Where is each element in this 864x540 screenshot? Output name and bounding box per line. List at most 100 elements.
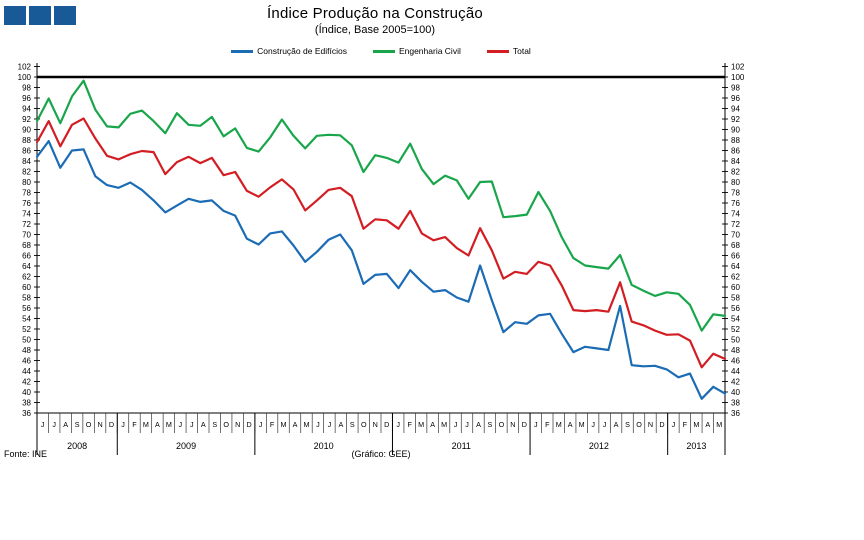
y-axis-label-left: 36 bbox=[22, 409, 31, 418]
x-axis-month-label: A bbox=[430, 420, 435, 429]
y-axis-label-right: 98 bbox=[731, 83, 740, 92]
y-axis-label-right: 42 bbox=[731, 377, 740, 386]
y-axis-label-right: 96 bbox=[731, 94, 740, 103]
x-axis-month-label: A bbox=[476, 420, 481, 429]
x-axis-month-label: J bbox=[454, 420, 458, 429]
x-axis-month-label: N bbox=[97, 420, 102, 429]
y-axis-label-right: 102 bbox=[731, 62, 745, 71]
legend-swatch bbox=[372, 49, 395, 53]
y-axis-label-left: 52 bbox=[22, 325, 31, 334]
legend-item-0: Construção de Edifícios bbox=[231, 46, 347, 56]
y-axis-label-left: 68 bbox=[22, 241, 31, 250]
y-axis-label-right: 56 bbox=[731, 304, 740, 313]
x-axis-month-label: F bbox=[683, 420, 688, 429]
y-axis-label-left: 88 bbox=[22, 136, 31, 145]
x-axis-year-label: 2009 bbox=[176, 441, 196, 451]
logo-square bbox=[54, 6, 76, 25]
y-axis-label-right: 100 bbox=[731, 73, 745, 82]
y-axis-label-right: 82 bbox=[731, 167, 740, 176]
x-axis-month-label: O bbox=[86, 420, 92, 429]
logo-square bbox=[29, 6, 51, 25]
y-axis-label-left: 70 bbox=[22, 230, 31, 239]
x-axis-year-label: 2008 bbox=[67, 441, 87, 451]
footer-source: Fonte: INE bbox=[4, 449, 48, 459]
y-axis-label-left: 102 bbox=[18, 62, 32, 71]
x-axis-month-label: J bbox=[52, 420, 56, 429]
x-axis-month-label: J bbox=[591, 420, 595, 429]
y-axis-label-right: 92 bbox=[731, 115, 740, 124]
logo bbox=[4, 6, 76, 25]
y-axis-label-left: 40 bbox=[22, 388, 31, 397]
y-axis-label-right: 66 bbox=[731, 251, 740, 260]
x-axis-month-label: M bbox=[143, 420, 149, 429]
x-axis-month-label: J bbox=[328, 420, 332, 429]
y-axis-label-right: 72 bbox=[731, 220, 740, 229]
x-axis-month-label: A bbox=[201, 420, 206, 429]
y-axis-label-right: 54 bbox=[731, 314, 740, 323]
y-axis-label-right: 40 bbox=[731, 388, 740, 397]
x-axis-month-label: F bbox=[545, 420, 550, 429]
x-axis-month-label: F bbox=[407, 420, 412, 429]
y-axis-label-right: 64 bbox=[731, 262, 740, 271]
y-axis-label-left: 96 bbox=[22, 94, 31, 103]
x-axis-year-label: 2011 bbox=[452, 441, 471, 451]
x-axis-month-label: D bbox=[659, 420, 664, 429]
y-axis-label-left: 94 bbox=[22, 104, 31, 113]
y-axis-label-left: 100 bbox=[18, 73, 32, 82]
x-axis-month-label: A bbox=[293, 420, 298, 429]
x-axis-month-label: J bbox=[179, 420, 183, 429]
y-axis-label-left: 90 bbox=[22, 125, 31, 134]
y-axis-label-left: 56 bbox=[22, 304, 31, 313]
y-axis-label-right: 50 bbox=[731, 335, 740, 344]
legend-item-2: Total bbox=[486, 46, 531, 56]
x-axis-month-label: A bbox=[568, 420, 573, 429]
x-axis-year-label: 2012 bbox=[589, 441, 609, 451]
y-axis-label-left: 76 bbox=[22, 199, 31, 208]
legend-item-1: Engenharia Civil bbox=[372, 46, 461, 56]
x-axis-month-label: M bbox=[303, 420, 309, 429]
y-axis-label-right: 48 bbox=[731, 346, 740, 355]
x-axis-year-label: 2010 bbox=[314, 441, 334, 451]
y-axis-label-left: 80 bbox=[22, 178, 31, 187]
y-axis-label-right: 88 bbox=[731, 136, 740, 145]
legend: Construção de Edifícios Engenharia Civil T… bbox=[37, 46, 725, 56]
x-axis-month-label: J bbox=[603, 420, 607, 429]
y-axis-label-right: 94 bbox=[731, 104, 740, 113]
y-axis-label-left: 44 bbox=[22, 367, 31, 376]
y-axis-label-left: 92 bbox=[22, 115, 31, 124]
x-axis-year-label: 2013 bbox=[686, 441, 706, 451]
y-axis-label-left: 60 bbox=[22, 283, 31, 292]
chart-subtitle: (Índice, Base 2005=100) bbox=[314, 24, 436, 36]
x-axis-month-label: J bbox=[259, 420, 263, 429]
x-axis-month-label: F bbox=[270, 420, 275, 429]
x-axis-month-label: J bbox=[534, 420, 538, 429]
x-axis-month-label: O bbox=[361, 420, 367, 429]
y-axis-label-left: 78 bbox=[22, 188, 31, 197]
y-axis-label-left: 54 bbox=[22, 314, 31, 323]
x-axis-month-label: M bbox=[418, 420, 424, 429]
x-axis-month-label: M bbox=[716, 420, 722, 429]
y-axis-label-left: 62 bbox=[22, 272, 31, 281]
y-axis-label-right: 76 bbox=[731, 199, 740, 208]
y-axis-label-left: 74 bbox=[22, 209, 31, 218]
x-axis-month-label: J bbox=[41, 420, 45, 429]
y-axis-label-right: 60 bbox=[731, 283, 740, 292]
series-line-engenharia-civil bbox=[35, 79, 727, 332]
series-line-total bbox=[35, 117, 727, 369]
x-axis-month-label: J bbox=[190, 420, 194, 429]
y-axis-label-left: 64 bbox=[22, 262, 31, 271]
x-axis-month-label: M bbox=[441, 420, 447, 429]
x-axis-month-label: A bbox=[63, 420, 68, 429]
x-axis-month-label: N bbox=[235, 420, 240, 429]
y-axis-label-left: 46 bbox=[22, 356, 31, 365]
y-axis-label-left: 50 bbox=[22, 335, 31, 344]
logo-square bbox=[4, 6, 26, 25]
x-axis-month-label: O bbox=[499, 420, 505, 429]
y-axis-label-right: 84 bbox=[731, 157, 740, 166]
legend-swatch bbox=[231, 49, 254, 53]
x-axis-month-label: N bbox=[373, 420, 378, 429]
x-axis-month-label: M bbox=[693, 420, 699, 429]
legend-label: Engenharia Civil bbox=[398, 46, 461, 56]
y-axis-label-right: 68 bbox=[731, 241, 740, 250]
legend-label: Construção de Edifícios bbox=[257, 46, 347, 56]
